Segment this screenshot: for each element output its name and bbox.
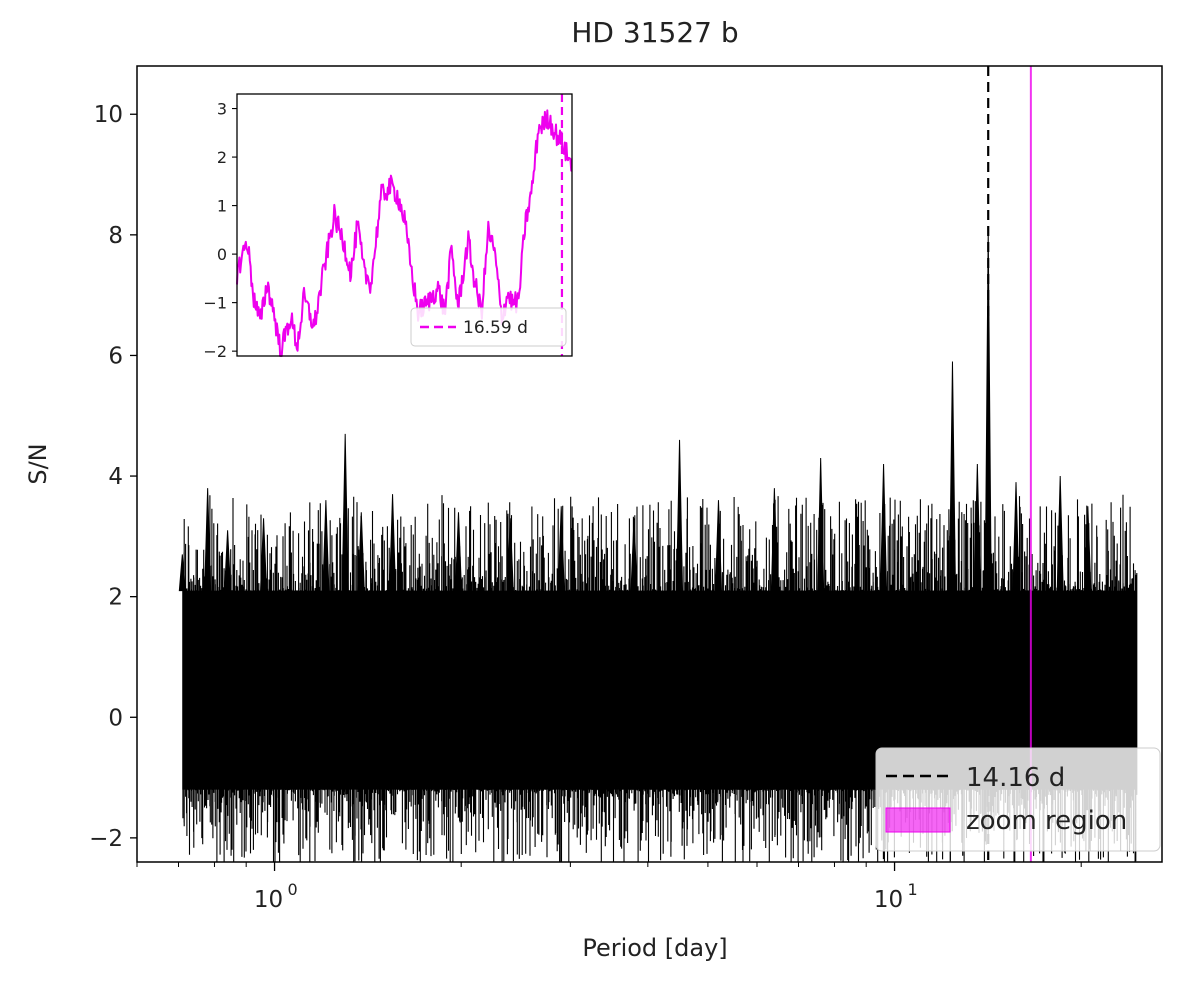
peak-marker bbox=[322, 500, 330, 592]
inset-y-tick-label: −2 bbox=[203, 342, 227, 361]
peak-marker bbox=[506, 518, 514, 592]
y-tick-label: 2 bbox=[108, 585, 123, 611]
peak-marker bbox=[557, 506, 565, 592]
y-tick-label: 8 bbox=[108, 223, 123, 249]
chart-title: HD 31527 b bbox=[571, 16, 738, 49]
x-tick-label: 10 bbox=[874, 887, 903, 913]
inset-y-tick-label: 2 bbox=[217, 148, 227, 167]
y-tick-label: 0 bbox=[108, 705, 123, 731]
y-tick-label: 6 bbox=[108, 343, 123, 369]
inset-legend-box bbox=[410, 307, 567, 347]
peak-marker bbox=[1084, 506, 1092, 592]
plot-frame bbox=[136, 65, 1163, 863]
x-tick-label: 10 bbox=[254, 887, 283, 913]
inset-y-tick-label: 3 bbox=[217, 100, 227, 119]
y-axis-label: S/N bbox=[24, 443, 52, 484]
peak-marker bbox=[341, 433, 349, 592]
peak-marker bbox=[630, 518, 638, 592]
inset-plot: −2 −1 0 1 2 3 16.59 d bbox=[203, 93, 573, 361]
y-tick-label: −2 bbox=[89, 826, 123, 852]
peak-marker bbox=[817, 457, 825, 592]
peak-marker bbox=[260, 518, 268, 592]
y-tick-label: 4 bbox=[108, 464, 123, 490]
x-tick-exponent: 1 bbox=[907, 880, 917, 899]
peak-marker bbox=[770, 488, 778, 592]
peak-marker bbox=[973, 463, 981, 592]
peak-marker bbox=[714, 500, 722, 592]
peak-marker bbox=[1012, 482, 1020, 592]
peak-marker bbox=[224, 530, 232, 592]
inset-y-tick-label: 1 bbox=[217, 197, 227, 216]
inset-y-tick-label: 0 bbox=[217, 245, 227, 264]
x-axis-label: Period [day] bbox=[582, 934, 727, 962]
peak-marker bbox=[178, 554, 186, 592]
peak-marker bbox=[1056, 476, 1064, 592]
peak-marker bbox=[676, 439, 684, 592]
inset-legend-label: 16.59 d bbox=[463, 318, 528, 338]
peak-marker bbox=[389, 494, 397, 592]
legend-label-period: 14.16 d bbox=[966, 763, 1065, 793]
peak-marker bbox=[880, 463, 888, 592]
peak-marker bbox=[204, 488, 212, 592]
legend-label-zoom: zoom region bbox=[966, 806, 1127, 836]
main-legend: 14.16 d zoom region bbox=[875, 747, 1161, 852]
x-tick-exponent: 0 bbox=[287, 880, 297, 899]
y-tick-label: 10 bbox=[94, 102, 123, 128]
peak-marker bbox=[948, 361, 956, 592]
inset-frame bbox=[236, 93, 573, 357]
inset-axis-ticks: −2 −1 0 1 2 3 bbox=[203, 100, 237, 361]
legend-marker-zoom bbox=[885, 807, 951, 833]
inset-legend: 16.59 d bbox=[410, 307, 567, 347]
inset-y-tick-label: −1 bbox=[203, 294, 227, 313]
peak-marker bbox=[357, 512, 365, 592]
peak-marker bbox=[454, 512, 463, 592]
